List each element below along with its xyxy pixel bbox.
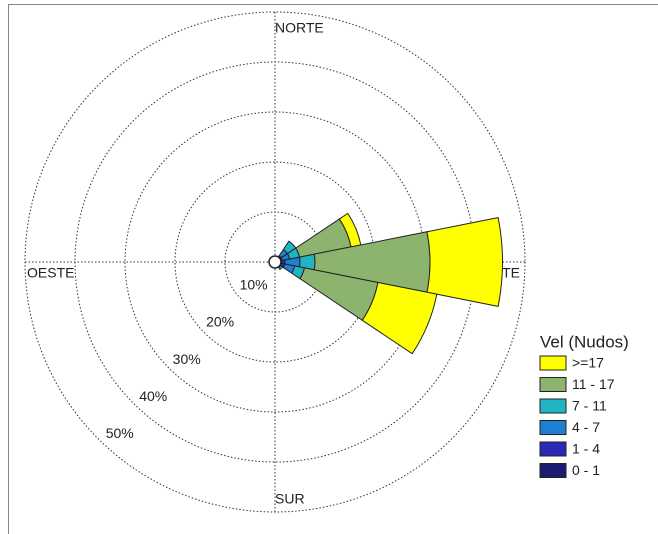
legend-label: 1 - 4	[572, 441, 600, 457]
legend-label: 4 - 7	[572, 419, 600, 435]
legend-swatch	[539, 441, 567, 457]
legend-label: 7 - 11	[572, 398, 607, 414]
ring-label: 40%	[139, 388, 167, 404]
legend-swatch	[539, 463, 567, 478]
legend-title: Vel (Nudos)	[540, 332, 629, 351]
ring-label: 30%	[173, 351, 201, 367]
direction-label: OESTE	[27, 265, 74, 281]
wind-segment	[361, 281, 438, 355]
direction-label: SUR	[275, 491, 305, 507]
legend-swatch	[539, 377, 567, 392]
legend-swatch	[539, 398, 567, 414]
legend-swatch	[539, 420, 567, 435]
ring-label: 10%	[240, 276, 268, 292]
direction-label: NORTE	[275, 20, 324, 36]
ring-label: 20%	[206, 314, 234, 330]
calm-circle	[268, 255, 282, 269]
legend-swatch	[539, 355, 567, 371]
legend-label: 0 - 1	[572, 462, 600, 478]
legend-label: 11 - 17	[572, 376, 615, 392]
legend-label: >=17	[572, 355, 604, 371]
ring-label: 50%	[106, 425, 134, 441]
wind-segment	[426, 217, 504, 307]
